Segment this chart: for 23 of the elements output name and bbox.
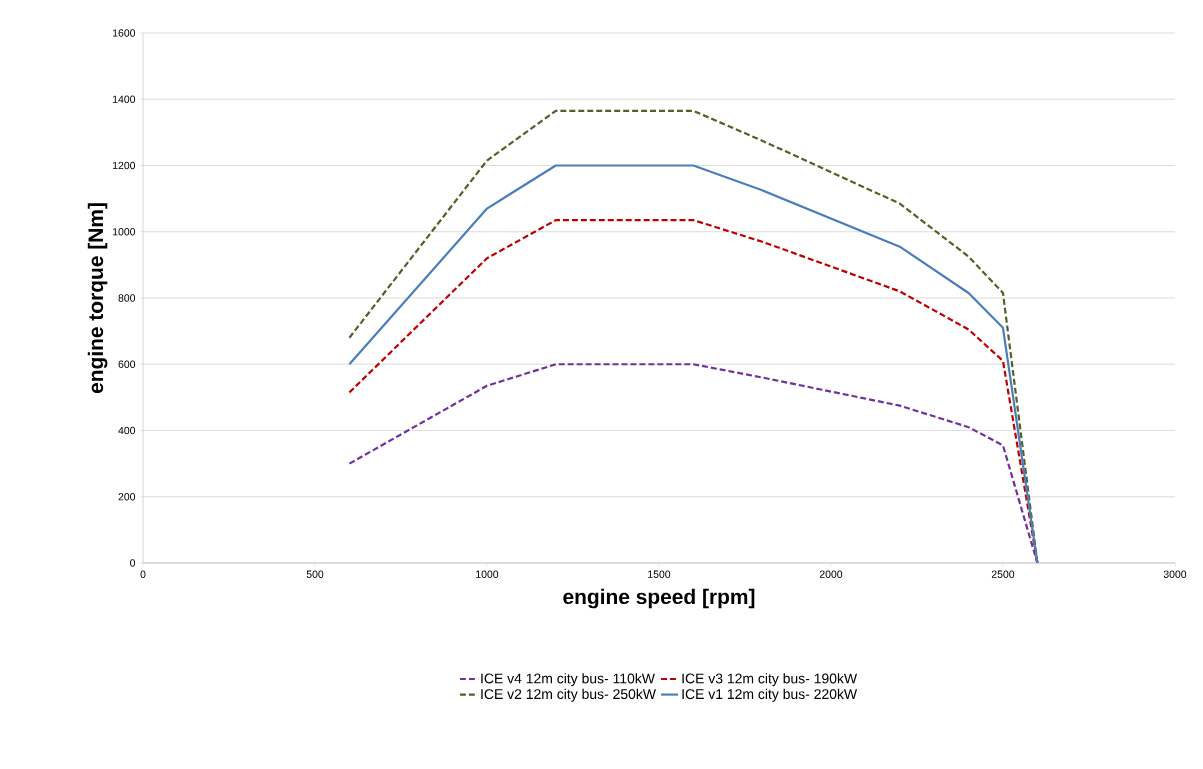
y-tick-label: 0	[130, 559, 136, 567]
x-tick-label: 2000	[819, 570, 843, 578]
legend-label: ICE v2 12m city bus- 250kW	[481, 688, 656, 702]
y-tick-label: 400	[118, 426, 136, 435]
x-tick-label: 2500	[991, 570, 1015, 578]
line-series	[348, 363, 1039, 563]
y-tick-label: 1000	[113, 228, 136, 236]
y-tick-label: 1600	[113, 29, 136, 37]
y-tick-label: 800	[118, 294, 136, 302]
x-tick-label: 0	[140, 570, 146, 578]
x-axis-title: engine speed [rpm]	[563, 588, 755, 609]
legend-label: ICE v3 12m city bus- 190kW	[682, 673, 858, 687]
y-tick-label: 200	[118, 493, 136, 501]
legend-label: ICE v4 12m city bus- 110kW	[481, 673, 655, 687]
y-tick-label: 1200	[113, 161, 136, 170]
y-tick-label: 600	[118, 360, 136, 368]
y-axis-title: engine torque [Nm]	[87, 203, 108, 394]
x-tick-label: 3000	[1163, 570, 1187, 578]
x-tick-label: 1500	[648, 570, 671, 578]
x-tick-label: 500	[306, 570, 324, 578]
y-tick-label: 1400	[113, 95, 136, 103]
legend-label: ICE v1 12m city bus- 220kW	[682, 688, 858, 702]
x-tick-label: 1000	[476, 570, 499, 578]
